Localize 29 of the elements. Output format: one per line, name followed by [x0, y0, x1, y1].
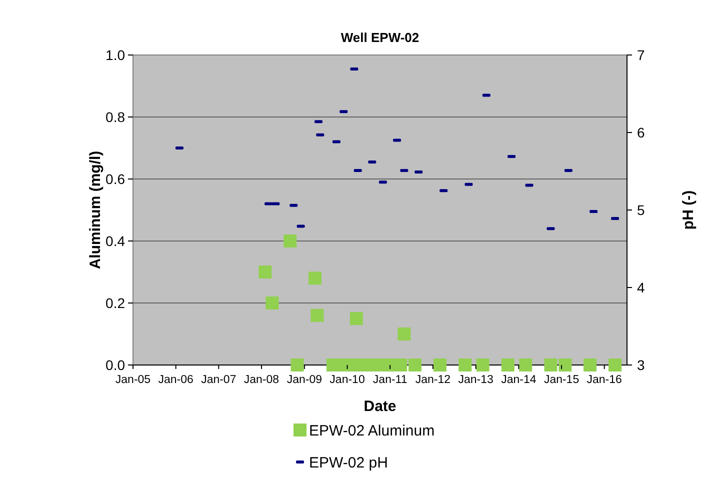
y2-tick-label: 6	[637, 124, 645, 140]
y2-axis-title: pH (-)	[680, 190, 697, 230]
y2-tick-label: 7	[637, 46, 645, 63]
x-tick-label: Jan-16	[586, 374, 622, 386]
x-tick-label: Jan-12	[415, 374, 451, 386]
x-tick-label: Jan-07	[201, 374, 236, 386]
x-tick-label: Jan-15	[544, 374, 580, 386]
legend-label: EPW-02 pH	[309, 454, 388, 472]
x-tick-label: Jan-10	[330, 374, 365, 386]
y2-tick-label: 3	[637, 356, 645, 373]
y-tick-label: 0.6	[106, 170, 126, 187]
chart-title: Well EPW-02	[340, 30, 420, 45]
x-tick-label: Jan-13	[458, 374, 494, 386]
x-tick-label: Jan-05	[115, 374, 151, 386]
x-axis-title: Date	[364, 398, 396, 415]
x-tick-label: Jan-08	[244, 374, 280, 386]
y-tick-label: 0.2	[106, 294, 126, 311]
y-tick-label: 0.8	[106, 108, 126, 125]
y-tick-label: 0.4	[106, 232, 126, 249]
y-tick-label: 1.0	[106, 46, 126, 63]
y-axis-title: Aluminum (mg/l)	[87, 150, 104, 270]
x-tick-label: Jan-14	[501, 374, 537, 386]
y2-tick-label: 4	[637, 279, 645, 296]
x-tick-label: Jan-06	[158, 374, 194, 386]
y2-tick-label: 5	[637, 202, 645, 218]
legend-label: EPW-02 Aluminum	[309, 422, 435, 440]
x-tick-label: Jan-11	[372, 374, 408, 386]
x-tick-label: Jan-09	[286, 374, 322, 386]
y-tick-label: 0.0	[106, 356, 126, 373]
